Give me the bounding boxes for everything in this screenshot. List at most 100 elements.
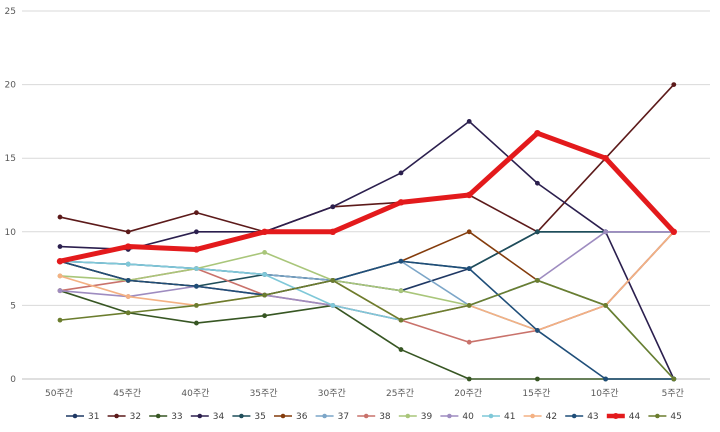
legend-item-36: 36 <box>274 412 308 422</box>
legend-marker <box>488 413 494 419</box>
data-point <box>194 320 199 326</box>
data-point <box>466 266 472 271</box>
data-point <box>535 180 540 186</box>
legend-label: 32 <box>130 412 141 422</box>
series-44 <box>56 129 677 265</box>
series-42 <box>57 229 677 333</box>
data-point <box>125 261 131 267</box>
legend-marker <box>114 413 119 419</box>
data-point <box>466 376 472 382</box>
legend-marker <box>363 413 369 419</box>
data-point <box>329 228 336 235</box>
x-tick-label: 20주간 <box>454 388 482 399</box>
data-point <box>194 229 199 235</box>
data-point <box>398 258 404 264</box>
data-point <box>398 288 404 294</box>
series-33 <box>57 288 677 382</box>
data-point <box>262 313 267 319</box>
legend-item-33: 33 <box>149 412 183 422</box>
data-point <box>57 288 63 294</box>
data-point <box>56 258 64 265</box>
data-point <box>466 339 472 345</box>
legend-label: 40 <box>462 412 474 422</box>
data-point <box>534 129 541 137</box>
legend-label: 42 <box>546 412 557 422</box>
x-tick-label: 35주간 <box>250 388 278 399</box>
data-point <box>125 310 131 316</box>
legend-item-42: 42 <box>523 412 557 422</box>
legend-label: 43 <box>587 412 598 422</box>
data-point <box>194 266 199 271</box>
legend-label: 34 <box>213 412 225 422</box>
data-point <box>670 228 677 235</box>
legend-marker <box>280 413 286 419</box>
legend-item-40: 40 <box>440 412 474 422</box>
legend-label: 31 <box>88 412 99 422</box>
data-point <box>535 277 540 283</box>
legend-item-32: 32 <box>107 412 141 422</box>
legend-label: 41 <box>504 412 515 422</box>
legend-marker <box>405 413 411 419</box>
x-tick-label: 45주간 <box>113 388 141 399</box>
data-point <box>57 273 63 279</box>
legend-marker <box>322 413 327 419</box>
series-line-34 <box>59 120 675 380</box>
data-point <box>466 229 472 235</box>
series-37 <box>57 229 677 333</box>
data-point <box>125 294 131 299</box>
x-tick-label: 10주간 <box>591 388 619 399</box>
data-point <box>262 250 267 255</box>
data-point <box>535 376 540 382</box>
data-point <box>466 303 472 308</box>
legend-item-34: 34 <box>190 412 225 422</box>
series-45 <box>57 277 677 382</box>
data-point <box>261 228 268 235</box>
legend-label: 37 <box>338 412 349 422</box>
legend-marker <box>197 413 203 419</box>
y-tick-label: 25 <box>5 7 16 17</box>
data-point <box>125 243 132 250</box>
data-point <box>330 277 336 283</box>
data-point <box>330 303 336 308</box>
y-tick-label: 5 <box>10 301 16 311</box>
data-point <box>125 229 131 235</box>
legend-item-41: 41 <box>482 412 515 422</box>
data-point <box>535 229 540 235</box>
data-point <box>262 272 267 277</box>
data-point <box>194 283 199 289</box>
legend-marker <box>530 413 535 419</box>
gridlines <box>22 10 710 380</box>
data-point <box>125 277 131 283</box>
y-tick-label: 20 <box>5 81 17 91</box>
legend-item-39: 39 <box>398 412 433 422</box>
y-tick-label: 15 <box>5 154 16 164</box>
legend-marker <box>571 413 577 419</box>
data-point <box>262 292 267 298</box>
x-tick-label: 15주간 <box>522 388 550 399</box>
legend-item-35: 35 <box>232 412 266 422</box>
x-tick-label: 5주간 <box>662 388 684 399</box>
legend: 31 32 33 34 35 36 37 38 39 40 41 42 43 44 45 <box>66 412 682 422</box>
legend-item-45: 45 <box>648 412 682 422</box>
legend-item-31: 31 <box>66 412 99 422</box>
legend-marker <box>612 413 619 419</box>
series-31 <box>57 229 677 294</box>
x-tick-label: 30주간 <box>318 388 346 399</box>
legend-label: 35 <box>254 412 265 422</box>
legend-marker <box>655 413 660 419</box>
legend-label: 45 <box>670 412 681 422</box>
legend-item-44: 44 <box>606 412 641 422</box>
legend-item-37: 37 <box>315 412 349 422</box>
legend-marker <box>72 413 78 419</box>
data-point <box>398 347 404 352</box>
data-point <box>397 199 405 206</box>
series-lines <box>56 82 677 382</box>
data-point <box>535 328 540 333</box>
y-axis-tick-labels: 0 5 10 15 20 25 <box>5 7 17 385</box>
data-point <box>466 119 472 124</box>
series-line-33 <box>59 289 675 380</box>
data-point <box>57 244 63 249</box>
data-point <box>57 214 63 220</box>
series-line-43 <box>59 260 675 380</box>
data-point <box>603 376 608 382</box>
